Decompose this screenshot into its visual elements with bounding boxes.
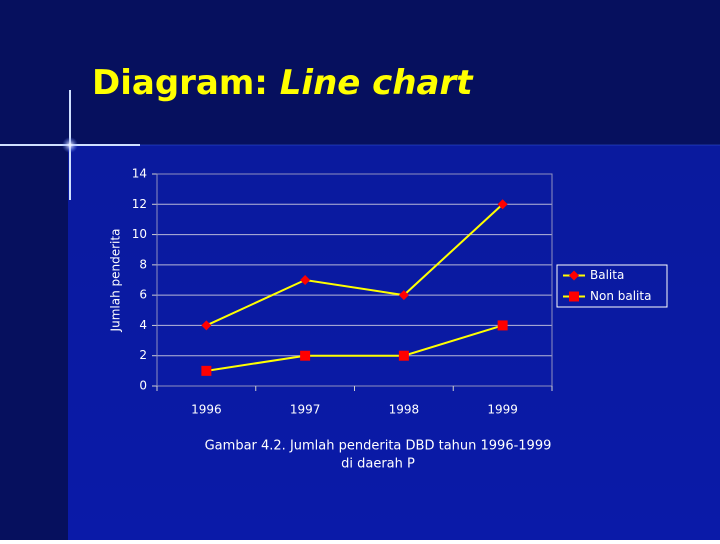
y-tick-label: 6 [139,288,147,302]
sparkle-glow [62,137,78,153]
series-line [206,324,503,372]
top-band [0,0,720,145]
y-tick-label: 14 [132,167,147,181]
y-tick-label: 2 [139,348,147,362]
legend-box [556,264,668,308]
chart: 0 2 4 6 8 10 12 14 1996 1997 1998 1999 Jumlah pender… [109,167,668,472]
x-tick-label: 1997 [290,403,321,417]
slide-title: Diagram: Line chart [92,63,474,103]
data-point [300,275,311,285]
title-text: Diagram: [92,63,268,103]
data-point [300,350,311,361]
x-tick-label: 1996 [191,403,222,417]
series-line [205,203,504,327]
caption: di daerah P [341,457,415,472]
data-point [398,350,409,361]
data-point [497,199,508,210]
y-tick-label: 12 [132,197,147,211]
y-tick-label: 4 [139,318,147,332]
y-tick-label: 10 [132,227,147,241]
y-axis-label: Jumlah penderita [109,229,123,333]
legend-label: Non balita [590,289,651,303]
data-point [398,290,409,301]
y-tick-label: 8 [139,257,147,271]
legend-label: Balita [590,268,624,282]
data-point [201,365,212,376]
legend-marker [569,291,579,302]
caption: Gambar 4.2. Jumlah penderita DBD tahun 1… [205,439,552,454]
title-emphasis: Line chart [280,63,474,103]
data-point [201,320,212,331]
legend-marker [569,270,579,281]
y-tick-label: 0 [139,379,147,393]
left-band [0,0,68,540]
x-tick-label: 1998 [389,403,420,417]
x-tick-label: 1999 [487,403,518,417]
data-point [497,320,508,331]
